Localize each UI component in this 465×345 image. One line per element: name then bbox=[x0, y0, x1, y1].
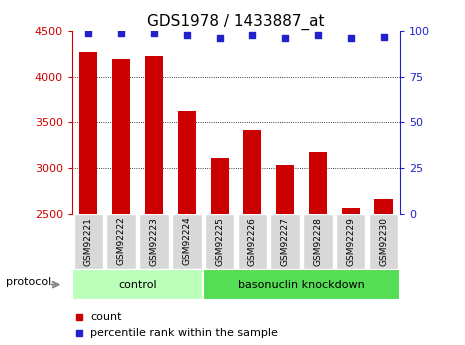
Text: GSM92228: GSM92228 bbox=[313, 217, 322, 266]
Point bbox=[347, 36, 354, 41]
Text: GSM92226: GSM92226 bbox=[248, 217, 257, 266]
Bar bbox=[145, 56, 163, 214]
Bar bbox=[178, 111, 196, 214]
Bar bbox=[106, 214, 136, 269]
Text: GSM92223: GSM92223 bbox=[150, 217, 159, 266]
Bar bbox=[369, 214, 398, 269]
Text: GSM92224: GSM92224 bbox=[182, 217, 191, 265]
Bar bbox=[203, 269, 400, 300]
Text: percentile rank within the sample: percentile rank within the sample bbox=[90, 328, 278, 338]
Bar bbox=[74, 214, 103, 269]
Bar bbox=[374, 199, 392, 214]
Point bbox=[281, 36, 289, 41]
Bar bbox=[271, 214, 300, 269]
Text: GSM92230: GSM92230 bbox=[379, 217, 388, 266]
Title: GDS1978 / 1433887_at: GDS1978 / 1433887_at bbox=[147, 13, 325, 30]
Text: control: control bbox=[118, 280, 157, 289]
Point bbox=[85, 30, 92, 36]
Bar bbox=[112, 59, 130, 214]
Bar bbox=[309, 152, 327, 214]
Text: protocol: protocol bbox=[6, 277, 51, 287]
Bar bbox=[140, 214, 169, 269]
Bar bbox=[211, 158, 229, 214]
Point bbox=[314, 32, 322, 38]
Text: GSM92221: GSM92221 bbox=[84, 217, 93, 266]
Bar bbox=[303, 214, 332, 269]
Point bbox=[75, 314, 82, 319]
Bar bbox=[172, 214, 201, 269]
Text: GSM92227: GSM92227 bbox=[281, 217, 290, 266]
Point bbox=[75, 330, 82, 336]
Point bbox=[183, 32, 191, 38]
Text: GSM92222: GSM92222 bbox=[117, 217, 126, 265]
Bar bbox=[342, 208, 360, 214]
Text: GSM92229: GSM92229 bbox=[346, 217, 355, 266]
Bar bbox=[72, 269, 203, 300]
Point bbox=[118, 30, 125, 36]
Bar bbox=[238, 214, 267, 269]
Bar bbox=[205, 214, 234, 269]
Bar bbox=[336, 214, 365, 269]
Bar bbox=[276, 165, 294, 214]
Point bbox=[380, 34, 387, 39]
Point bbox=[150, 30, 158, 36]
Bar bbox=[80, 52, 98, 214]
Bar bbox=[243, 130, 261, 214]
Point bbox=[249, 32, 256, 38]
Text: count: count bbox=[90, 312, 122, 322]
Text: basonuclin knockdown: basonuclin knockdown bbox=[238, 280, 365, 289]
Point bbox=[216, 36, 223, 41]
Text: GSM92225: GSM92225 bbox=[215, 217, 224, 266]
